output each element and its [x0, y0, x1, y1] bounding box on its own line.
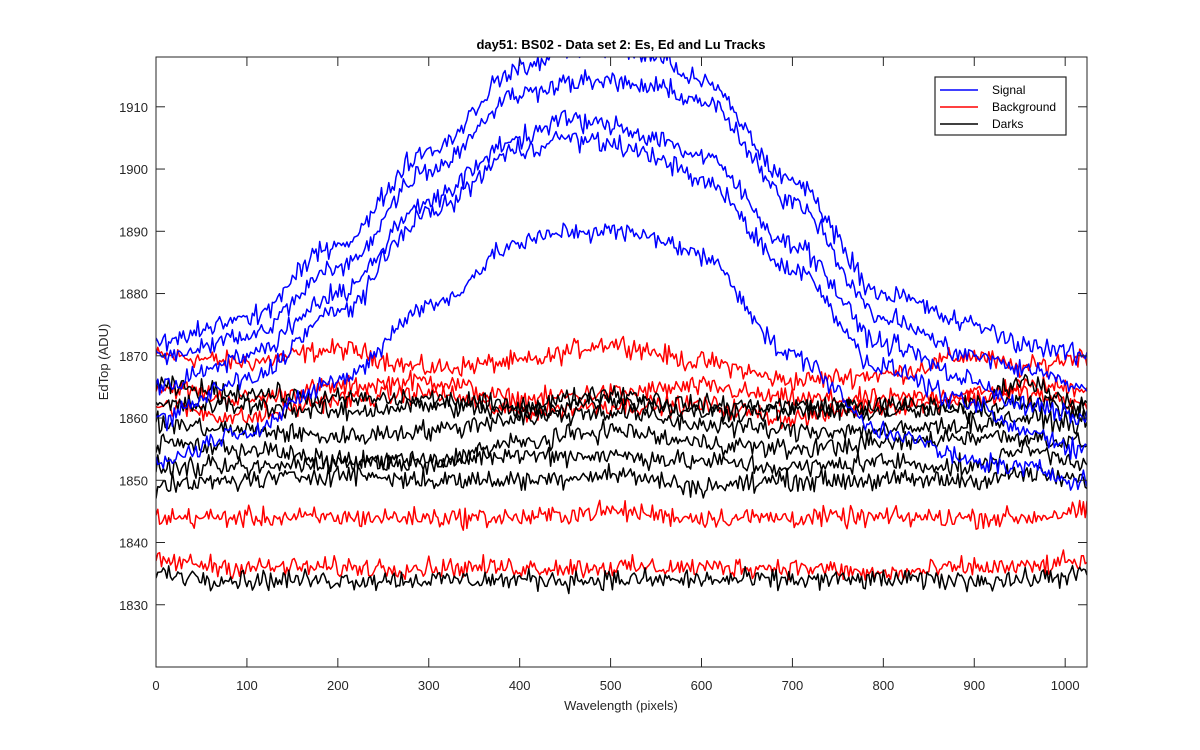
series-line-darks-10	[156, 373, 1087, 419]
x-axis-label: Wavelength (pixels)	[564, 698, 678, 713]
y-tick-label-1870: 1870	[119, 349, 148, 364]
series-line-background-8	[156, 499, 1087, 531]
series-line-signal-3	[156, 130, 1087, 460]
x-tick-label-700: 700	[782, 678, 804, 693]
series-line-background-9	[156, 549, 1087, 581]
y-tick-label-1850: 1850	[119, 473, 148, 488]
legend-label-background: Background	[992, 100, 1056, 114]
y-tick-label-1830: 1830	[119, 598, 148, 613]
series-line-darks-12	[156, 403, 1087, 445]
series-line-darks-16	[156, 564, 1087, 595]
y-tick-label-1900: 1900	[119, 162, 148, 177]
y-axis-label: EdTop (ADU)	[96, 324, 111, 401]
x-tick-label-400: 400	[509, 678, 531, 693]
x-ticks: 0 100 200 300 400 500 600 700 800 900 1000	[152, 57, 1080, 693]
x-tick-label-200: 200	[327, 678, 349, 693]
y-tick-label-1910: 1910	[119, 100, 148, 115]
x-tick-label-900: 900	[963, 678, 985, 693]
y-ticks: 1830 1840 1850 1860 1870 1880 1890 1900 1910	[119, 100, 1087, 613]
y-tick-label-1880: 1880	[119, 287, 148, 302]
series-line-darks-11	[156, 392, 1087, 424]
x-tick-label-100: 100	[236, 678, 258, 693]
x-tick-label-1000: 1000	[1051, 678, 1080, 693]
series-line-darks-13	[156, 418, 1087, 473]
x-tick-label-0: 0	[152, 678, 159, 693]
legend: Signal Background Darks	[934, 76, 1067, 136]
legend-label-darks: Darks	[992, 117, 1023, 131]
series-line-background-5	[156, 335, 1087, 391]
legend-box	[934, 76, 1067, 136]
series-layer	[156, 57, 1087, 595]
y-tick-label-1860: 1860	[119, 411, 148, 426]
x-tick-label-500: 500	[600, 678, 622, 693]
x-tick-label-300: 300	[418, 678, 440, 693]
y-tick-label-1890: 1890	[119, 224, 148, 239]
axes-box	[155, 56, 1088, 668]
series-line-signal-0	[156, 57, 1087, 366]
legend-label-signal: Signal	[992, 83, 1025, 97]
series-line-signal-2	[156, 109, 1087, 426]
x-tick-label-800: 800	[872, 678, 894, 693]
series-line-signal-1	[156, 69, 1087, 392]
series-line-darks-15	[156, 463, 1087, 499]
x-tick-label-600: 600	[691, 678, 713, 693]
chart-title: day51: BS02 - Data set 2: Es, Ed and Lu …	[476, 37, 765, 52]
y-tick-label-1840: 1840	[119, 536, 148, 551]
series-line-signal-4	[156, 222, 1087, 491]
series-line-darks-14	[156, 436, 1087, 479]
